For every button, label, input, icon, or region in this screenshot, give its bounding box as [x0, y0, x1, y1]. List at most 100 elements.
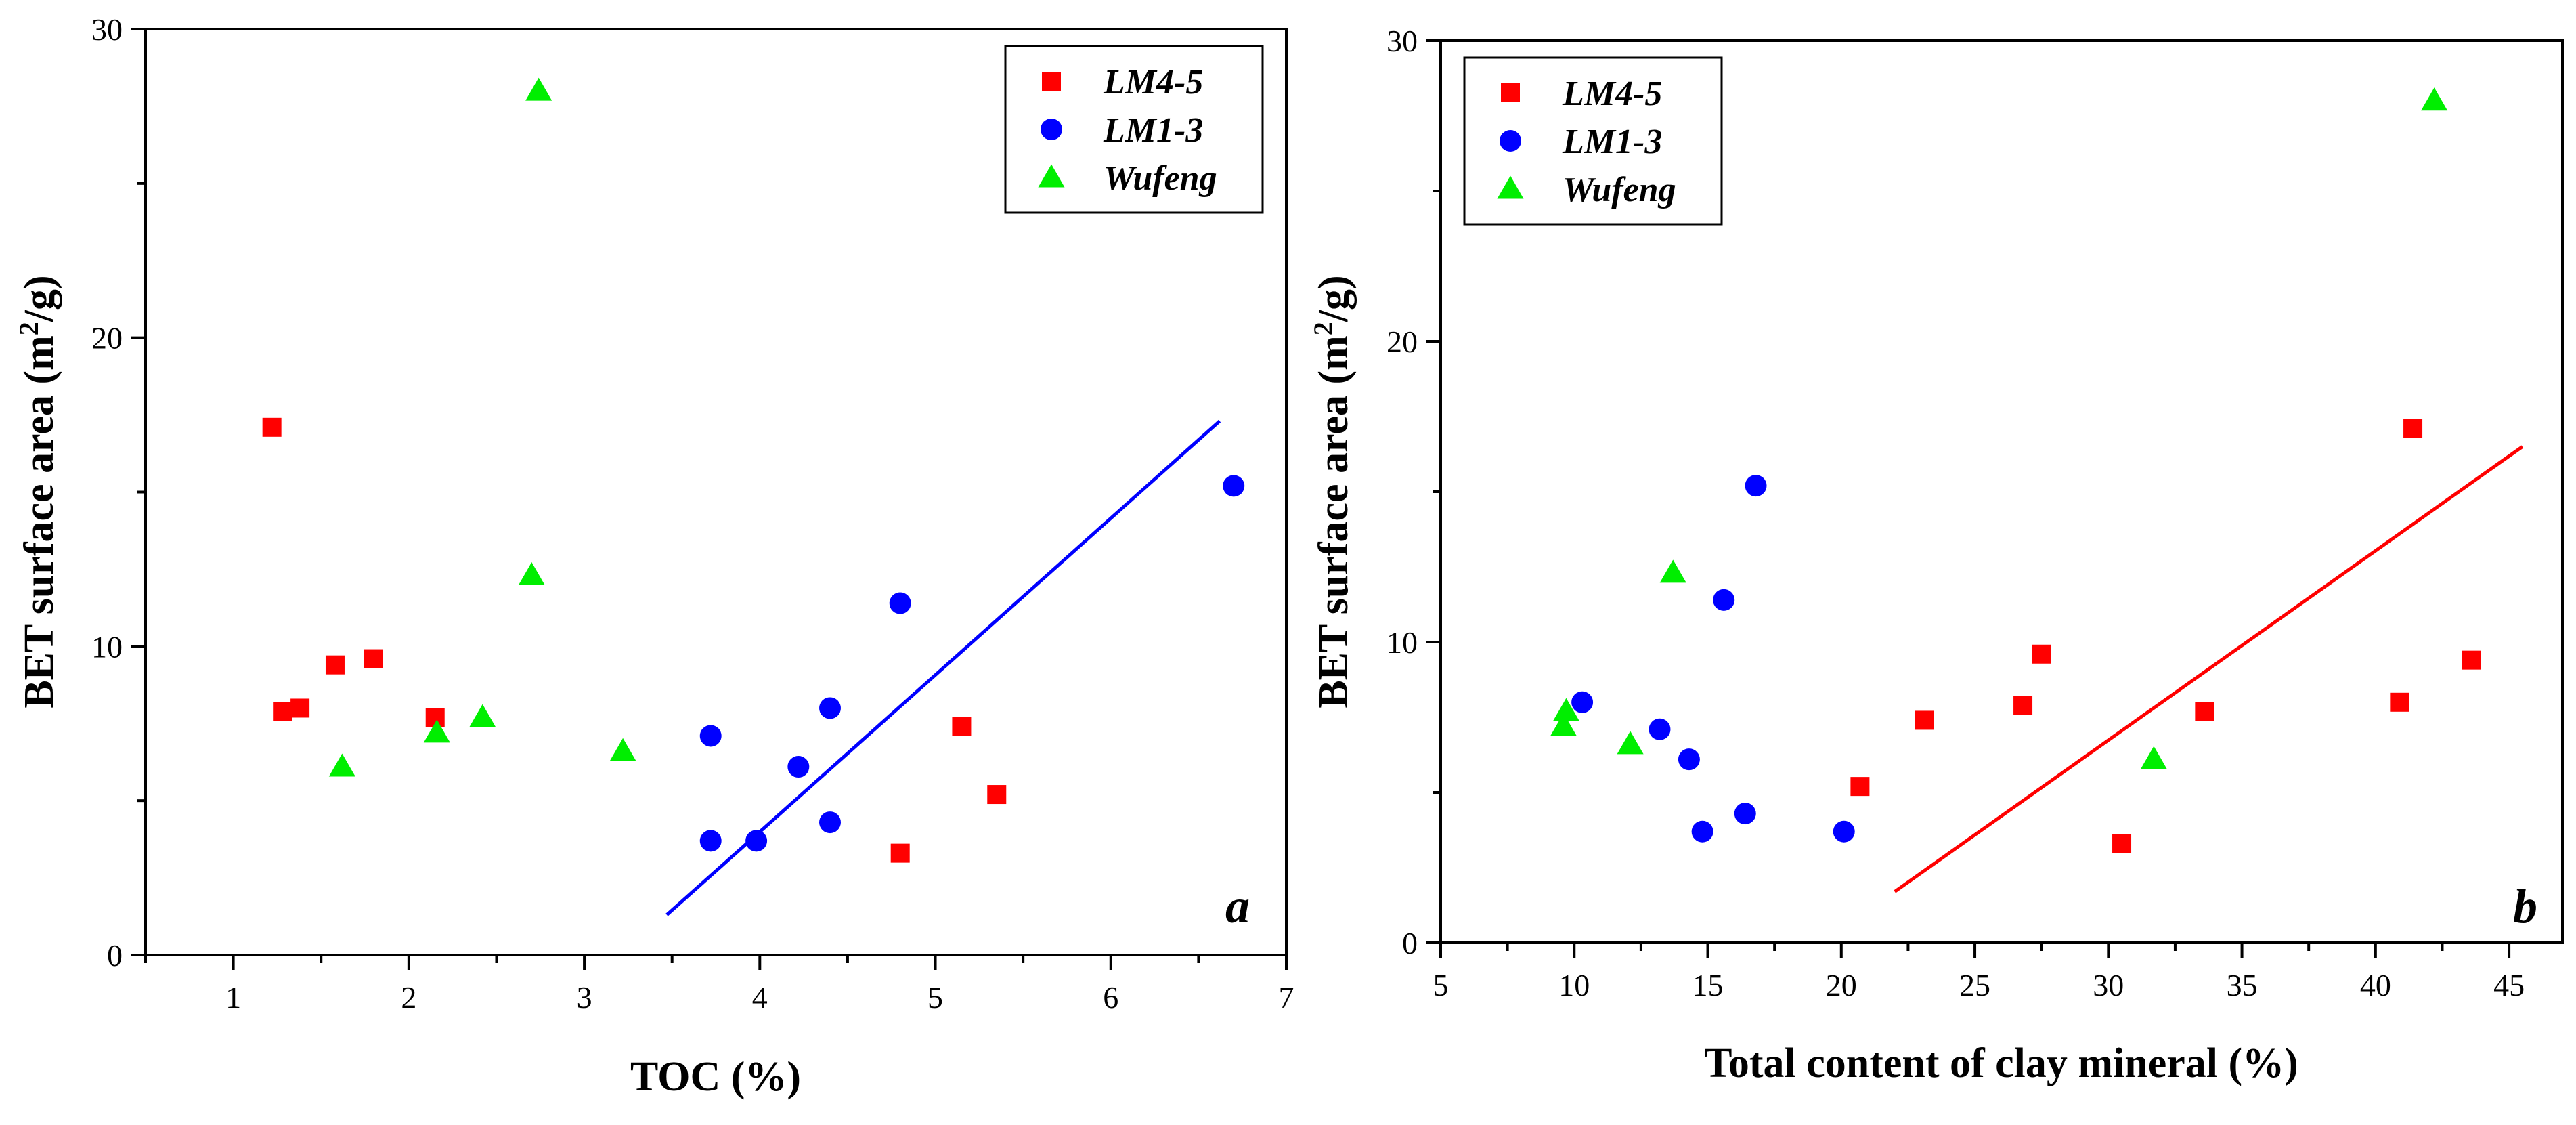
data-point-lm1-3: [1734, 803, 1756, 825]
data-point-lm1-3: [1833, 820, 1855, 843]
series-lm4-5-b: [1850, 419, 2481, 853]
x-axis-title-b: Total content of clay mineral (%): [1704, 1040, 2298, 1086]
data-point-lm4-5: [325, 655, 345, 675]
trendline-b: [1894, 445, 2524, 893]
data-point-wufeng: [2140, 746, 2167, 769]
x-tick-label-a: 6: [1103, 980, 1118, 1015]
data-point-lm1-3: [1223, 475, 1245, 497]
data-point-lm1-3: [819, 811, 841, 834]
y-tick-label-a: 10: [91, 629, 123, 664]
x-tick-label-b: 30: [2093, 968, 2124, 1002]
data-point-lm1-3: [787, 756, 810, 778]
y-axis-title-tail-a: /g): [16, 275, 62, 322]
data-point-lm4-5: [2195, 702, 2214, 721]
y-axis-title-main-a: BET surface area (m: [16, 335, 62, 708]
data-point-lm1-3: [1745, 475, 1767, 497]
series-lm4-5-a: [262, 417, 1007, 863]
y-tick-label-b: 0: [1402, 926, 1418, 960]
series-wufeng-b: [1550, 87, 2448, 769]
data-point-lm1-3: [1713, 589, 1735, 611]
axes-layer-a: 1 2 3 4 5 6 7 0 10 20 30: [91, 12, 1294, 1015]
legend-label-lm4-5: LM4-5: [1103, 63, 1203, 102]
legend-label-lm1-3: LM1-3: [1103, 111, 1203, 150]
series-lm1-3-b: [1571, 475, 1855, 843]
data-point-wufeng: [423, 719, 450, 743]
data-point-wufeng: [1550, 713, 1577, 736]
legend-a: LM4-5 LM1-3 Wufeng: [1004, 45, 1264, 214]
data-point-lm4-5: [262, 417, 282, 437]
y-axis-title-b: BET surface area (m2/g): [1308, 275, 1357, 708]
y-tick-label-b: 30: [1387, 24, 1418, 58]
legend-marker-wufeng: [1038, 164, 1065, 188]
data-point-lm4-5: [952, 717, 972, 736]
series-wufeng-a: [328, 77, 636, 777]
data-point-wufeng: [2421, 87, 2448, 111]
panel-label-b: b: [2513, 879, 2537, 933]
data-point-lm4-5: [2390, 692, 2409, 712]
x-tick-label-b: 15: [1693, 968, 1724, 1002]
y-axis-title-sup-b: 2: [1308, 322, 1338, 335]
data-point-lm1-3: [889, 592, 911, 614]
data-point-lm1-3: [699, 725, 722, 747]
data-point-lm4-5: [2013, 696, 2033, 715]
data-point-wufeng: [469, 704, 496, 727]
chart-panel-b: 5 10 15 20 25 30 35 40 45 0 10 20 30 LM4-5 LM1-3 Wufen…: [1308, 24, 2564, 1086]
data-point-wufeng: [1552, 698, 1579, 721]
x-axis-title-a: TOC (%): [630, 1054, 801, 1100]
y-axis-title-a: BET surface area (m2/g): [14, 275, 62, 708]
points-layer-b: [1550, 87, 2481, 853]
x-tick-label-a: 2: [401, 980, 416, 1015]
x-tick-label-a: 4: [752, 980, 768, 1015]
legend-label-lm4-5: LM4-5: [1562, 75, 1662, 113]
series-lm1-3-a: [699, 475, 1245, 852]
x-tick-label-b: 20: [1826, 968, 1857, 1002]
x-tick-label-a: 7: [1279, 980, 1294, 1015]
data-point-wufeng: [609, 738, 636, 761]
y-axis-title-main-b: BET surface area (m: [1311, 335, 1357, 708]
panel-label-a: a: [1225, 879, 1250, 933]
legend-marker-lm1-3: [1500, 130, 1521, 152]
y-tick-label-b: 20: [1387, 324, 1418, 359]
x-tick-label-b: 35: [2227, 968, 2258, 1002]
data-point-wufeng: [518, 561, 545, 585]
x-tick-label-a: 3: [577, 980, 592, 1015]
data-point-wufeng: [1659, 559, 1686, 583]
data-point-wufeng: [525, 77, 552, 101]
data-point-lm4-5: [2112, 834, 2132, 853]
x-tick-label-b: 10: [1558, 968, 1590, 1002]
data-point-lm4-5: [2403, 419, 2423, 438]
data-point-lm1-3: [1678, 748, 1700, 771]
legend-label-lm1-3: LM1-3: [1562, 123, 1662, 161]
data-point-lm1-3: [745, 830, 768, 852]
data-point-lm4-5: [364, 649, 383, 668]
data-point-lm4-5: [987, 785, 1007, 805]
y-axis-title-sup-a: 2: [14, 322, 44, 335]
legend-marker-lm1-3: [1041, 119, 1062, 140]
data-point-lm1-3: [1691, 820, 1713, 843]
data-point-lm1-3: [1571, 691, 1594, 713]
legend-marker-lm4-5: [1042, 72, 1061, 91]
data-point-lm4-5: [1915, 710, 1934, 730]
y-tick-label-a: 20: [91, 321, 123, 356]
data-point-wufeng: [328, 753, 355, 777]
x-tick-label-b: 45: [2493, 968, 2525, 1002]
x-tick-label-b: 40: [2360, 968, 2391, 1002]
data-point-lm4-5: [2032, 644, 2051, 664]
data-point-lm1-3: [819, 697, 841, 719]
legend-marker-lm4-5: [1501, 83, 1520, 102]
y-tick-label-a: 0: [107, 938, 123, 973]
data-point-lm4-5: [890, 843, 910, 863]
y-tick-label-b: 10: [1387, 625, 1418, 660]
points-layer-a: [262, 77, 1245, 863]
legend-marker-wufeng: [1497, 175, 1524, 199]
axes-layer-b: 5 10 15 20 25 30 35 40 45 0 10 20 30: [1387, 24, 2564, 1002]
data-point-wufeng: [1617, 731, 1644, 755]
x-tick-label-b: 5: [1433, 968, 1449, 1002]
legend-label-wufeng: Wufeng: [1563, 171, 1676, 209]
y-tick-label-a: 30: [91, 12, 123, 47]
data-point-lm1-3: [1649, 718, 1671, 740]
trendline-layer-b: [1894, 445, 2524, 893]
y-axis-title-tail-b: /g): [1311, 275, 1357, 322]
